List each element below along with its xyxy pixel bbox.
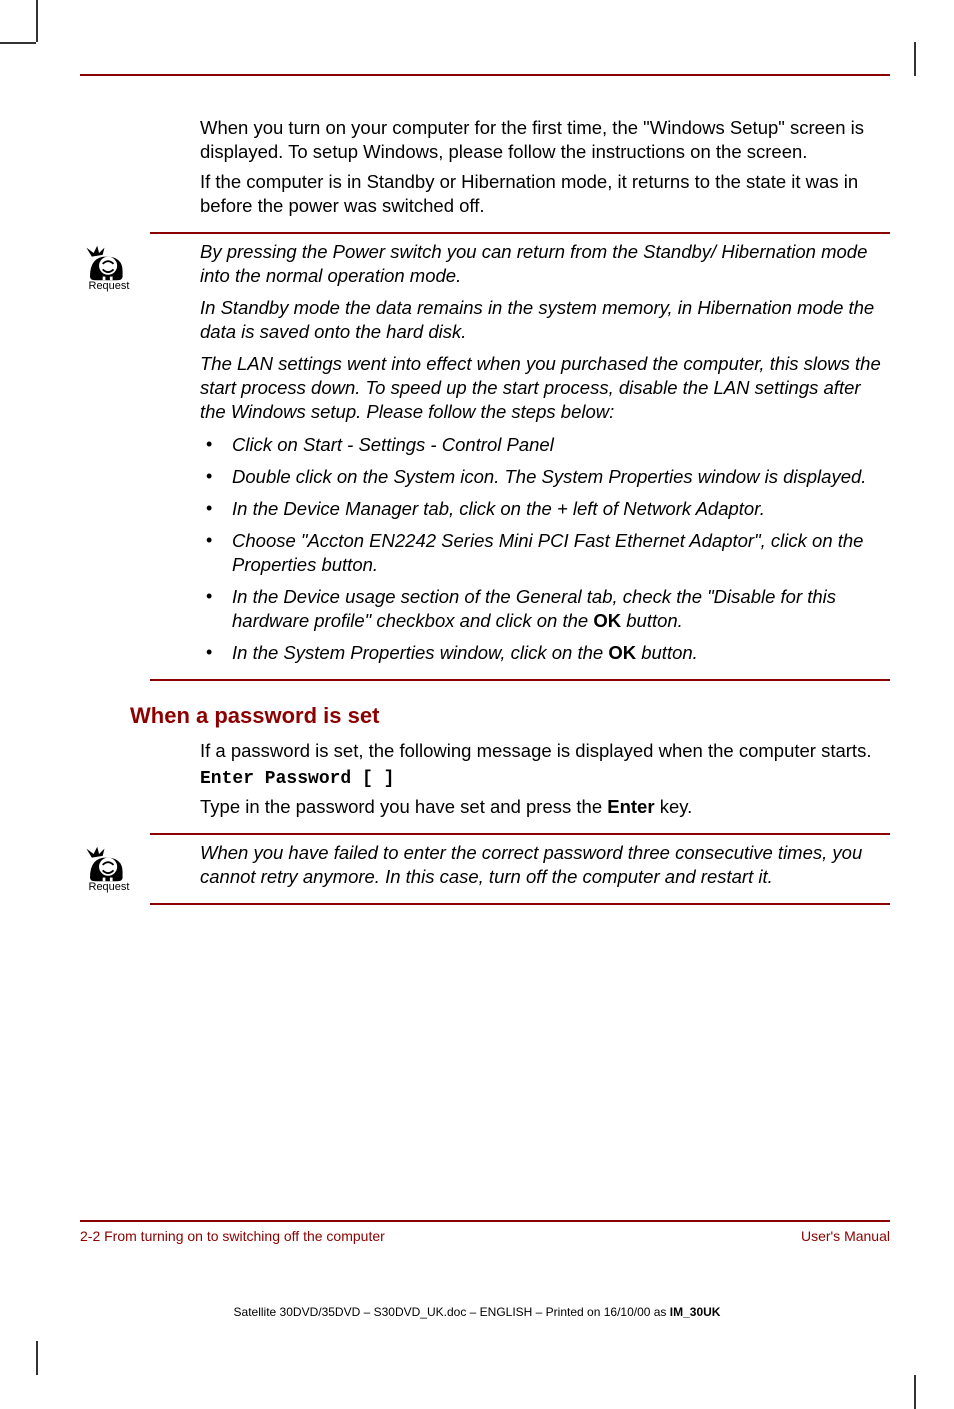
password-p2: Type in the password you have set and pr… <box>200 795 890 819</box>
footer-divider <box>80 1220 890 1222</box>
crop-mark <box>0 42 36 44</box>
note1-list: Click on Start - Settings - Control Pane… <box>200 433 890 665</box>
crop-mark <box>914 1375 916 1409</box>
intro-paragraph-1: When you turn on your computer for the f… <box>200 116 890 164</box>
note-divider <box>150 833 890 835</box>
list-item: In the Device Manager tab, click on the … <box>200 497 890 521</box>
request-icon-label: Request <box>89 881 130 893</box>
password-p1: If a password is set, the following mess… <box>200 739 890 763</box>
page-content: When you turn on your computer for the f… <box>80 74 890 919</box>
page-footer: 2-2 From turning on to switching off the… <box>80 1220 890 1244</box>
top-divider <box>80 74 890 76</box>
request-icon-label: Request <box>89 280 130 292</box>
list-item: Double click on the System icon. The Sys… <box>200 465 890 489</box>
request-note-2: Request When you have failed to enter th… <box>80 833 890 905</box>
crop-mark <box>914 42 916 76</box>
crop-mark <box>36 0 38 42</box>
footer-left: 2-2 From turning on to switching off the… <box>80 1228 385 1244</box>
note1-p3: The LAN settings went into effect when y… <box>200 352 890 424</box>
intro-paragraph-2: If the computer is in Standby or Hiberna… <box>200 170 890 218</box>
footer-right: User's Manual <box>801 1228 890 1244</box>
note1-p2: In Standby mode the data remains in the … <box>200 296 890 344</box>
list-item: In the System Properties window, click o… <box>200 641 890 665</box>
note1-p1: By pressing the Power switch you can ret… <box>200 240 890 288</box>
list-item: Click on Start - Settings - Control Pane… <box>200 433 890 457</box>
request-icon: Request <box>80 244 138 292</box>
print-metadata: Satellite 30DVD/35DVD – S30DVD_UK.doc – … <box>0 1305 954 1319</box>
note-divider <box>150 679 890 681</box>
password-heading: When a password is set <box>130 703 890 729</box>
request-icon: Request <box>80 845 138 893</box>
request-note-1: Request By pressing the Power switch you… <box>80 232 890 681</box>
note-divider <box>150 903 890 905</box>
note-divider <box>150 232 890 234</box>
list-item: Choose "Accton EN2242 Series Mini PCI Fa… <box>200 529 890 577</box>
password-prompt-code: Enter Password [ ] <box>200 769 890 789</box>
crop-mark <box>36 1341 38 1375</box>
note2-p1: When you have failed to enter the correc… <box>200 841 890 889</box>
list-item: In the Device usage section of the Gener… <box>200 585 890 633</box>
